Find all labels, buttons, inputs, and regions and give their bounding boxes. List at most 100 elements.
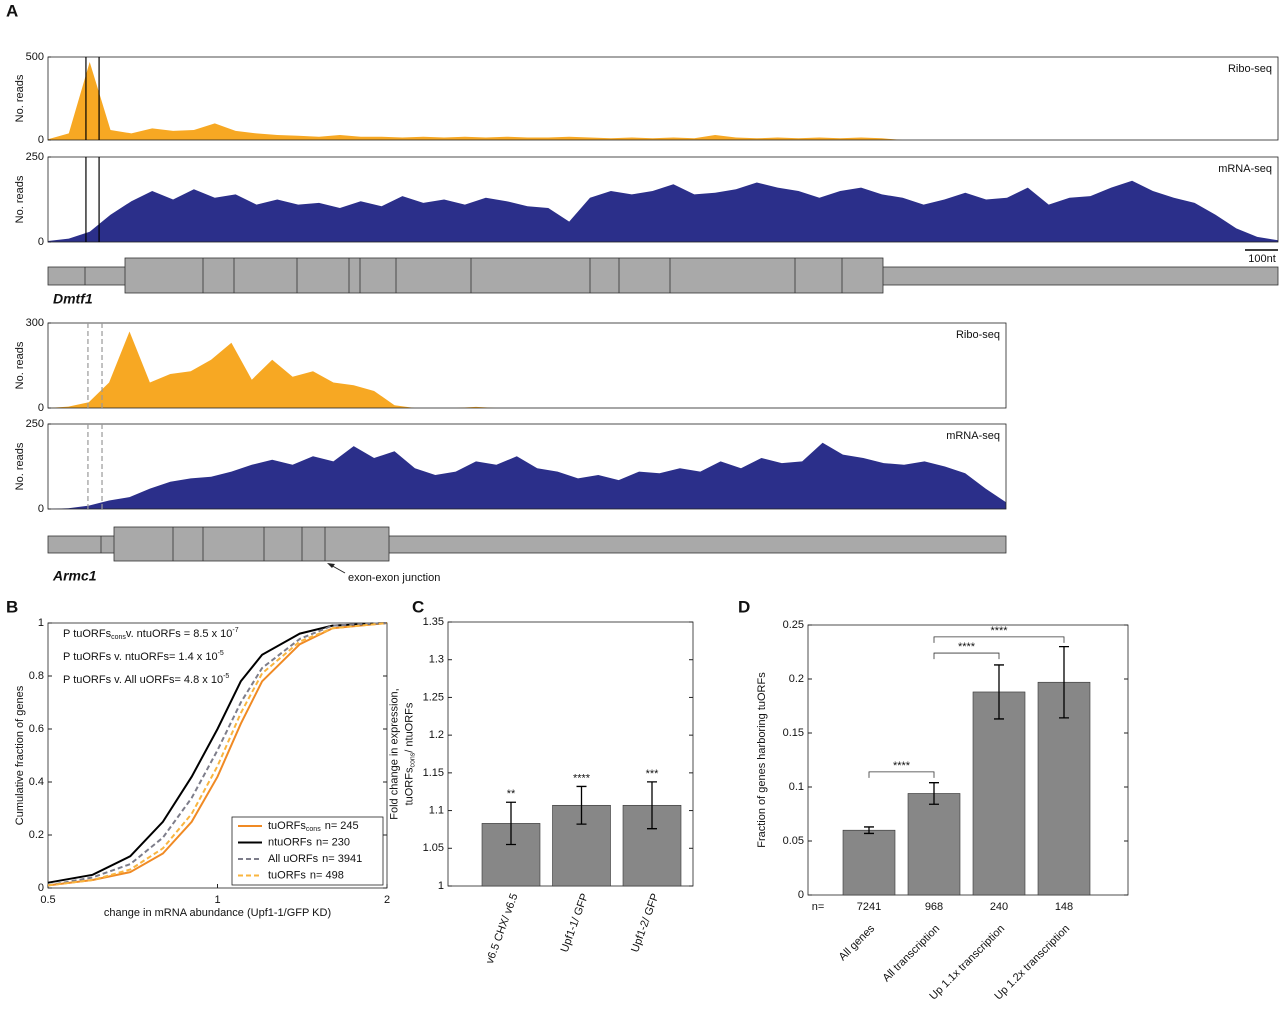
track-label: mRNA-seq [946, 430, 1000, 442]
y-tick-label: 0.8 [29, 670, 44, 682]
y-tick-label: 0.25 [783, 619, 804, 631]
supscript: -5 [218, 650, 224, 657]
legend-label: tuORFs n= 498 [268, 869, 344, 881]
legend-n: n= 230 [316, 836, 350, 848]
y-tick-label: 0 [38, 236, 44, 248]
cdf-line [47, 622, 388, 887]
legend-name: All uORFs [268, 853, 319, 865]
p-value-annotation: P tuORFs v. All uORFs= 4.8 x 10-5 [63, 673, 229, 686]
error-bar [576, 785, 587, 825]
p-value-annotation: P tuORFsconsv. ntuORFs = 8.5 x 10-7 [63, 627, 239, 641]
y-tick-label: 0.15 [783, 727, 804, 739]
significance-bracket [933, 652, 1000, 660]
y-tick-label: 0.2 [29, 829, 44, 841]
error-bar [929, 782, 939, 805]
coverage-area [48, 180, 1278, 242]
gene-model [47, 257, 1279, 294]
y-tick-label: 250 [26, 151, 44, 163]
y-tick-label: 0 [38, 402, 44, 414]
subscript: cons [111, 634, 126, 641]
y-axis-label: No. reads [14, 74, 26, 122]
plot-frame [47, 322, 1007, 409]
y-axis-label: Cumulative fraction of genes [14, 685, 26, 825]
legend-name: tuORFs [268, 869, 306, 881]
y-tick-label: 0.4 [29, 776, 44, 788]
n-label: 968 [925, 901, 943, 913]
coverage-area [48, 62, 1278, 140]
y-tick-label: 0.1 [789, 781, 804, 793]
text-part: P tuORFs v. All uORFs= 4.8 x 10 [63, 674, 223, 686]
gene-name: Armc1 [52, 568, 97, 584]
cdf-line [47, 622, 388, 884]
legend-name: tuORFs [268, 820, 306, 832]
y-tick-label: 0 [38, 134, 44, 146]
y-axis-label: No. reads [14, 442, 26, 490]
error-bar [1059, 645, 1069, 719]
significance-bracket [933, 636, 1065, 643]
annotation: exon-exon junction [348, 572, 440, 584]
legend-label: ntuORFs n= 230 [268, 836, 350, 848]
y-axis-label: No. reads [14, 341, 26, 389]
error-bar [506, 801, 516, 846]
coverage-area [48, 442, 1006, 509]
plot-frame [47, 156, 1279, 243]
error-bar [994, 664, 1004, 720]
error-bar [647, 781, 657, 830]
significance: ** [507, 788, 516, 800]
text-part: P tuORFs v. ntuORFs= 1.4 x 10 [63, 651, 218, 663]
y-axis-label: tuORFscons/ ntuORFs [403, 702, 416, 805]
n-label: 7241 [857, 901, 881, 913]
x-tick-label: All transcription [881, 923, 943, 985]
text-part: v. ntuORFs = 8.5 x 10 [126, 628, 232, 640]
x-tick-label: Upf1-1/ GFP [559, 892, 591, 954]
y-tick-label: 1 [38, 617, 44, 629]
subscript: cons [410, 752, 417, 767]
y-tick-label: 0.05 [783, 835, 804, 847]
legend-name: ntuORFs [268, 836, 313, 848]
plot-frame [47, 423, 1007, 510]
x-tick-label: Up 1.2x transcription [992, 923, 1072, 1003]
text-part: Fraction of genes harboring tuORFs [756, 672, 768, 848]
n-label: 148 [1055, 901, 1073, 913]
y-tick-label: 500 [26, 51, 44, 63]
n-prefix: n= [812, 901, 825, 913]
scale-bar-label: 100nt [1248, 253, 1276, 265]
y-tick-label: 0.6 [29, 723, 44, 735]
x-tick-label: v6.5 CHX/ v6.5 [484, 892, 521, 966]
y-tick-label: 300 [26, 317, 44, 329]
y-tick-label: 0 [798, 889, 804, 901]
gene-model [47, 526, 1007, 574]
x-tick-label: Upf1-2/ GFP [629, 892, 661, 954]
legend-n: n= 245 [325, 820, 359, 832]
y-tick-label: 1.2 [429, 729, 444, 741]
track-label: Ribo-seq [1228, 63, 1272, 75]
y-tick-label: 0 [38, 503, 44, 515]
y-tick-label: 1.35 [423, 616, 444, 628]
significance: **** [958, 641, 976, 653]
bar [907, 793, 961, 896]
y-tick-label: 1 [438, 880, 444, 892]
legend-box [231, 816, 384, 886]
error-bar [864, 826, 874, 835]
bar [972, 691, 1026, 896]
x-axis-label: change in mRNA abundance (Upf1-1/GFP KD) [104, 907, 331, 919]
text-part: P tuORFs [63, 628, 112, 640]
cdf-line [47, 622, 388, 887]
legend-label: tuORFscons n= 245 [268, 820, 359, 833]
significance: **** [573, 772, 591, 784]
plot-frame [807, 624, 1129, 896]
x-tick-label: 2 [384, 894, 390, 906]
y-tick-label: 1.1 [429, 804, 444, 816]
bar [842, 829, 896, 896]
track-label: mRNA-seq [1218, 163, 1272, 175]
n-label: 240 [990, 901, 1008, 913]
y-axis-label: No. reads [14, 175, 26, 223]
y-axis-label: Fraction of genes harboring tuORFs [756, 672, 768, 848]
panel-label: A [6, 1, 18, 20]
text-part: tuORFs [403, 767, 415, 805]
significance: **** [893, 760, 911, 772]
panel-label: B [6, 597, 18, 616]
text-part: Fold change in expression, [388, 688, 400, 819]
x-tick-label: 1 [214, 894, 220, 906]
